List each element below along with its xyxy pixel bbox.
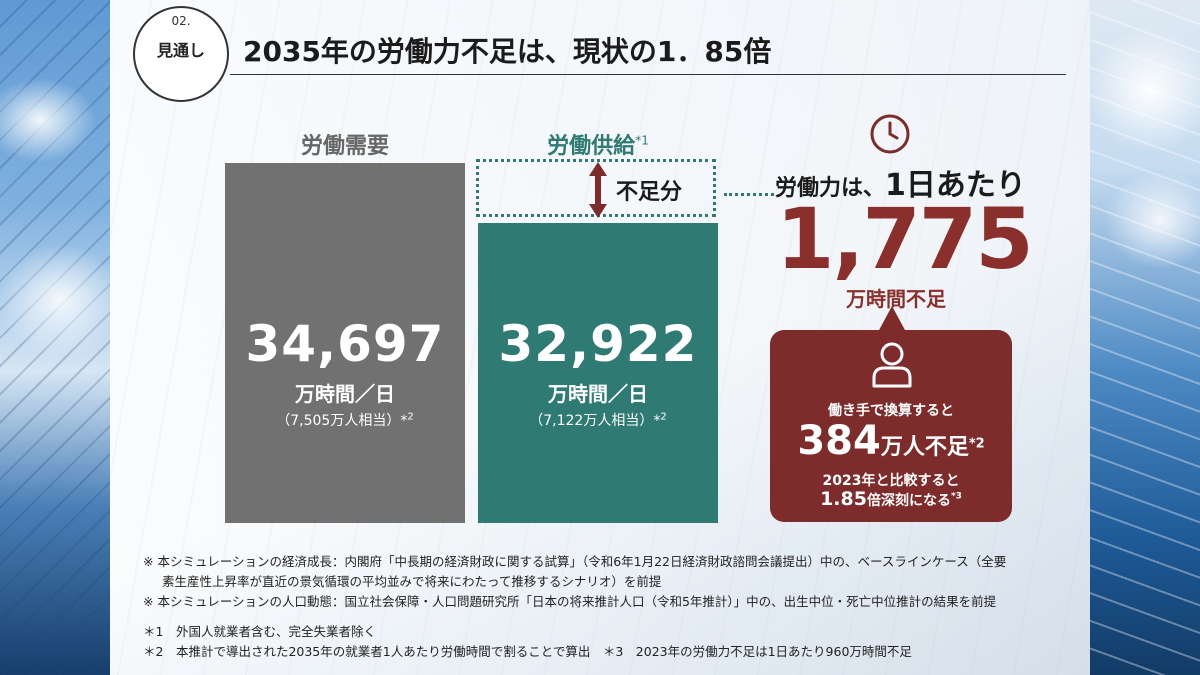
double-arrow-icon: [589, 162, 607, 218]
shortage-box: [476, 159, 716, 217]
background-photo-right: [1090, 0, 1200, 675]
conversion-text: 働き手で換算すると: [828, 403, 954, 419]
shortage-hours-value: 1,775: [776, 190, 1034, 288]
demand-bar: 34,697 万時間／日 （7,505万人相当）*2: [225, 163, 465, 523]
supply-unit: 万時間／日: [548, 382, 648, 406]
footnote: ※ 本シミュレーションの人口動態：国立社会保障・人口問題研究所「日本の将来推計人…: [143, 594, 997, 609]
footnotes: ※ 本シミュレーションの経済成長：内閣府「中長期の経済財政に関する試算」（令和6…: [143, 552, 1073, 662]
title-divider: [230, 74, 1066, 75]
person-icon: [872, 342, 912, 388]
dotted-connector: [724, 193, 774, 196]
per-day-caption: 労働力は、1日あたり: [775, 168, 1026, 203]
clock-icon: [870, 114, 910, 154]
comparison-line-1: 2023年と比較すると: [822, 473, 960, 489]
footnote: ＊2 本推計で導出された2035年の就業者1人あたり労働時間で割ることで算出 ＊…: [143, 644, 912, 659]
page-title: 2035年の労働力不足は、現状の1．85倍: [243, 35, 772, 68]
demand-unit: 万時間／日: [295, 382, 395, 406]
supply-equivalent: （7,122万人相当）*2: [529, 411, 667, 429]
demand-value: 34,697: [245, 315, 445, 373]
supply-heading: 労働供給*1: [547, 133, 649, 159]
workers-shortage: 384万人不足*2: [797, 418, 985, 464]
comparison-line-2: 1.85倍深刻になる*3: [820, 488, 962, 510]
footnote: ＊1 外国人就業者含む、完全失業者除く: [143, 624, 376, 639]
supply-bar: 32,922 万時間／日 （7,122万人相当）*2: [478, 223, 718, 523]
demand-heading: 労働需要: [300, 134, 389, 159]
section-label: 見通し: [156, 41, 205, 60]
background-photo-left: [0, 0, 110, 675]
footnote: ※ 本シミュレーションの経済成長：内閣府「中長期の経済財政に関する試算」（令和6…: [143, 554, 1007, 569]
section-number: 02.: [166, 14, 196, 28]
workers-callout: 働き手で換算すると 384万人不足*2 2023年と比較すると 1.85倍深刻に…: [770, 306, 1012, 522]
supply-value: 32,922: [498, 315, 698, 373]
demand-equivalent: （7,505万人相当）*2: [276, 411, 414, 429]
footnote: 素生産性上昇率が直近の景気循環の平均並みで将来にわたって推移するシナリオ）を前提: [162, 574, 662, 589]
shortage-label: 不足分: [616, 180, 683, 205]
